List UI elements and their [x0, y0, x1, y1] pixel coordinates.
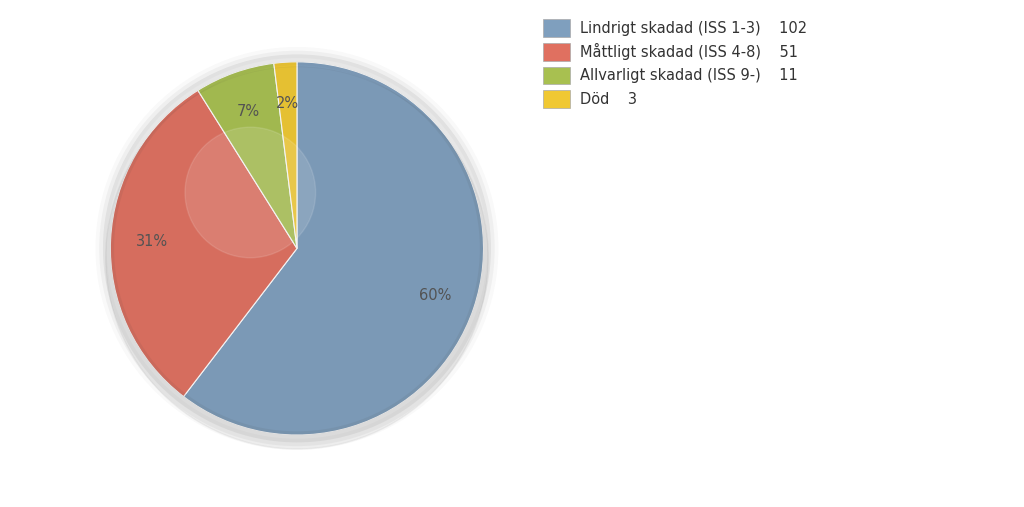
- Text: 31%: 31%: [135, 234, 168, 249]
- Circle shape: [185, 127, 315, 258]
- Wedge shape: [111, 90, 297, 396]
- Legend: Lindrigt skadad (ISS 1-3)    102, Måttligt skadad (ISS 4-8)    51, Allvarligt sk: Lindrigt skadad (ISS 1-3) 102, Måttligt …: [538, 13, 813, 114]
- Wedge shape: [198, 63, 297, 248]
- Text: 7%: 7%: [237, 104, 260, 119]
- Text: 2%: 2%: [276, 96, 299, 111]
- Text: 60%: 60%: [419, 287, 451, 303]
- Wedge shape: [183, 62, 483, 435]
- Wedge shape: [273, 62, 297, 248]
- Ellipse shape: [105, 66, 488, 449]
